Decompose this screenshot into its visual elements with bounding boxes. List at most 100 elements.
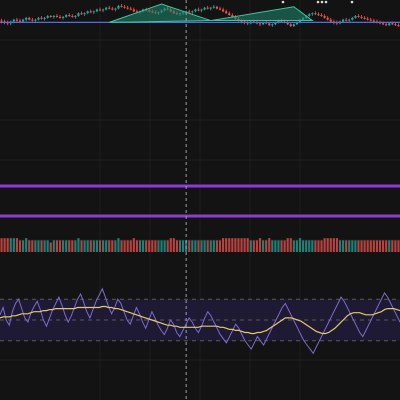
candle-body	[77, 13, 80, 16]
candle-body	[258, 23, 262, 25]
candle-body	[197, 9, 200, 11]
volume-bar	[114, 240, 117, 252]
volume-bar	[68, 240, 71, 252]
candle-body	[209, 7, 212, 9]
candle-body	[363, 17, 366, 19]
candle-body	[49, 15, 52, 17]
candle-body	[40, 17, 43, 19]
volume-bar	[292, 240, 295, 252]
volume-bar	[255, 240, 258, 252]
candle-body	[83, 13, 86, 15]
volume-bar	[262, 240, 265, 252]
candle-body	[351, 17, 354, 20]
volume-bar	[169, 238, 172, 252]
candle-body	[0, 20, 3, 22]
volume-bar	[117, 238, 120, 252]
volume-bar	[249, 240, 252, 252]
candle-body	[25, 17, 28, 20]
volume-bar	[132, 238, 135, 252]
candle-body	[323, 15, 326, 18]
volume-bar	[274, 240, 277, 252]
pattern-drawings[interactable]	[109, 3, 314, 23]
volume-bar	[194, 240, 197, 252]
volume-bar	[138, 240, 142, 252]
candle-body	[34, 19, 37, 21]
volume-bar	[163, 240, 166, 252]
candle-body	[308, 14, 311, 16]
volume-bar	[43, 240, 46, 252]
candle-body	[108, 7, 111, 9]
candle-body	[326, 17, 329, 20]
candle-body	[286, 22, 289, 25]
volume-bar	[74, 240, 77, 252]
candle-body	[111, 8, 114, 10]
volume-bar	[391, 240, 394, 252]
candle-body	[18, 20, 22, 22]
volume-bar	[323, 238, 326, 252]
volume-bar	[369, 240, 372, 252]
volume-bar	[382, 240, 385, 252]
volume-bar	[283, 240, 286, 252]
volume-bar	[243, 238, 246, 252]
candle-body	[274, 22, 277, 25]
volume-bar	[228, 238, 231, 252]
candle-body	[55, 15, 58, 17]
candle-body	[74, 15, 77, 17]
volume-bar	[40, 240, 43, 252]
candle-body	[311, 13, 314, 15]
volume-bar	[314, 240, 317, 252]
volume-bar	[80, 240, 83, 252]
volume-bar	[378, 240, 382, 252]
candle-body	[394, 24, 397, 26]
candle-body	[212, 6, 215, 8]
candle-body	[58, 16, 62, 18]
volume-bar	[58, 240, 62, 252]
candle-body	[360, 16, 363, 18]
candle-body	[218, 8, 222, 10]
oscillator-pane	[0, 287, 400, 355]
candle-body	[366, 18, 369, 20]
candle-body	[317, 14, 320, 16]
candle-body	[188, 11, 191, 13]
volume-bar	[160, 240, 163, 252]
price-pane[interactable]	[0, 4, 400, 27]
volume-bar	[385, 240, 388, 252]
volume-bar	[222, 238, 225, 252]
volume-bar	[234, 238, 237, 252]
volume-bar	[351, 240, 354, 252]
volume-bar	[145, 240, 148, 252]
candle-body	[31, 19, 34, 21]
volume-bar	[388, 240, 391, 252]
volume-bar	[354, 240, 357, 252]
volume-bar	[357, 240, 360, 252]
volume-bar	[225, 238, 228, 252]
volume-bar	[305, 240, 308, 252]
volume-bar	[89, 240, 92, 252]
volume-bar	[394, 240, 397, 252]
candle-body	[388, 23, 391, 26]
volume-bar	[206, 240, 209, 252]
volume-bar	[212, 240, 215, 252]
volume-bar	[295, 240, 298, 252]
volume-bar	[105, 240, 108, 252]
volume-bar	[326, 238, 329, 252]
volume-bar	[46, 240, 49, 252]
volume-bar	[345, 240, 348, 252]
candle-body	[200, 9, 203, 11]
volume-bar	[329, 238, 332, 252]
volume-bar	[258, 238, 262, 252]
volume-bar	[277, 240, 280, 252]
more-dots-icon[interactable]	[281, 0, 354, 4]
guide-lines[interactable]	[0, 184, 400, 218]
candle-body	[206, 7, 209, 9]
top-toolbar[interactable]	[281, 0, 354, 4]
candle-body	[222, 9, 225, 12]
candle-body	[65, 15, 68, 17]
volume-bar	[65, 240, 68, 252]
candle-body	[289, 24, 292, 27]
oscillator-line	[0, 287, 400, 355]
volume-bar	[175, 240, 178, 252]
volume-bar	[311, 240, 314, 252]
